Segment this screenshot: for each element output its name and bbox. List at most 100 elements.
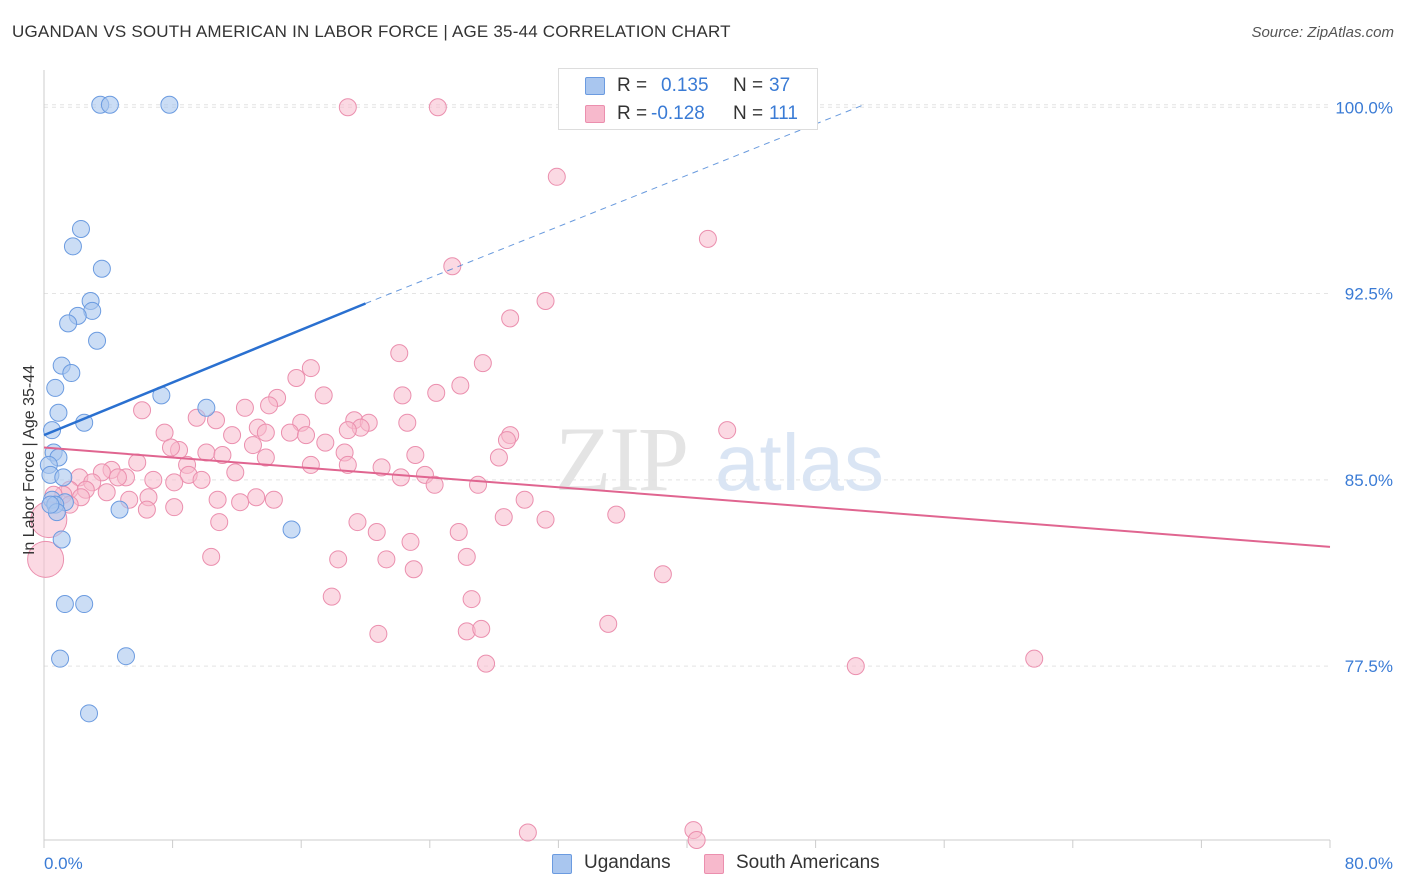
south-americans-point (301, 455, 320, 474)
south-americans-point (297, 426, 316, 445)
south-americans-point (348, 513, 367, 532)
south-americans-trend-line (43, 446, 1331, 548)
south-americans-point (687, 831, 706, 849)
south-americans-point (469, 475, 488, 494)
south-americans-point (235, 398, 254, 417)
south-americans-point (210, 513, 229, 532)
ugandans-trend-extension (365, 104, 865, 304)
south-americans-point (425, 475, 444, 494)
south-americans-point (536, 510, 555, 529)
ugandans-swatch (585, 77, 605, 95)
south-americans-point (338, 421, 357, 440)
source-label: Source: ZipAtlas.com (1251, 24, 1394, 41)
south-americans-point (377, 550, 396, 569)
south-americans-point (192, 470, 211, 489)
legend-label-ugandans: Ugandans (584, 852, 671, 873)
south-americans-point (653, 565, 672, 584)
south-americans-point (451, 376, 470, 395)
south-americans-point (494, 508, 513, 527)
south-americans-point (27, 540, 65, 578)
south-americans-point (718, 421, 737, 440)
watermark: ZIP atlas (555, 408, 884, 510)
south-americans-point (226, 463, 245, 482)
ugandans-point (110, 500, 129, 519)
n-value: 111 (769, 103, 798, 124)
watermark-atlas: atlas (715, 418, 884, 507)
south-americans-point (301, 359, 320, 378)
x-tick-label: 80.0% (1345, 854, 1393, 873)
y-tick-label: 100.0% (1335, 98, 1393, 117)
south-americans-point (260, 396, 279, 415)
south-americans-point (698, 229, 717, 248)
south-americans-point (515, 490, 534, 509)
y-tick-label: 85.0% (1345, 471, 1393, 490)
south-americans-point (128, 453, 147, 472)
south-americans-point (338, 98, 357, 117)
south-americans-point (202, 547, 221, 566)
stats-box: R = 0.135 N = 37 R = -0.128 N = 111 (558, 68, 818, 130)
south-americans-point (367, 523, 386, 541)
south-americans-point (607, 505, 626, 524)
axes (43, 70, 1331, 848)
ugandans-point (197, 398, 216, 417)
south-americans-point (108, 468, 127, 487)
south-americans-point (316, 433, 335, 452)
south-americans-point (1025, 649, 1044, 668)
n-label: N = (733, 75, 764, 96)
n-value: 37 (769, 75, 791, 96)
south-americans-point (207, 411, 226, 430)
ugandans-trend-line (43, 302, 366, 437)
ugandans-point (41, 495, 60, 514)
x-tick-label: 0.0% (44, 854, 83, 873)
south-americans-point (489, 448, 508, 467)
south-americans-point (231, 493, 250, 512)
south-americans-point (846, 657, 865, 676)
south-americans-point (599, 614, 618, 633)
chart-title: UGANDAN VS SOUTH AMERICAN IN LABOR FORCE… (12, 22, 731, 41)
south-americans-point (165, 473, 184, 492)
south-americans-point (547, 167, 566, 186)
south-americans-point (161, 438, 180, 457)
y-tick-label: 77.5% (1345, 657, 1393, 676)
ugandans-point (49, 403, 68, 422)
south-americans-point (213, 446, 232, 464)
ugandans-point (63, 237, 82, 256)
ugandans-point (92, 259, 111, 278)
south-americans-point (427, 383, 446, 402)
south-americans-point (155, 423, 174, 442)
gridlines (44, 104, 1330, 667)
south-americans-point (322, 587, 341, 606)
legend: Ugandans South Americans (0, 852, 1406, 876)
south-americans-point (401, 532, 420, 551)
ugandans-point (80, 704, 99, 723)
ugandans-points (39, 95, 301, 723)
south-americans-point (247, 488, 266, 507)
south-americans-point (462, 590, 481, 609)
south-americans-point (208, 490, 227, 509)
ugandans-point (75, 595, 94, 614)
south-americans-point (472, 619, 491, 638)
south-americans-swatch (585, 105, 605, 123)
south-americans-point (197, 443, 216, 462)
ugandans-point (59, 314, 78, 333)
south-americans-point (390, 344, 409, 363)
south-americans-point (256, 448, 275, 467)
south-americans-point (428, 98, 447, 117)
south-americans-point (133, 401, 152, 420)
south-americans-point (477, 654, 496, 673)
south-americans-point (391, 468, 410, 487)
ugandans-point (116, 647, 135, 666)
ugandans-point (88, 331, 107, 350)
south-americans-point (280, 423, 299, 442)
south-americans-point (264, 490, 283, 509)
south-americans-point (457, 547, 476, 566)
south-americans-point (223, 426, 242, 445)
ugandans-point (51, 649, 70, 668)
ugandans-point (62, 364, 81, 383)
ugandans-point (54, 468, 73, 487)
ugandans-point (282, 520, 301, 539)
n-label: N = (733, 103, 764, 124)
trend-lines (43, 104, 1331, 548)
south-americans-point (144, 470, 163, 489)
